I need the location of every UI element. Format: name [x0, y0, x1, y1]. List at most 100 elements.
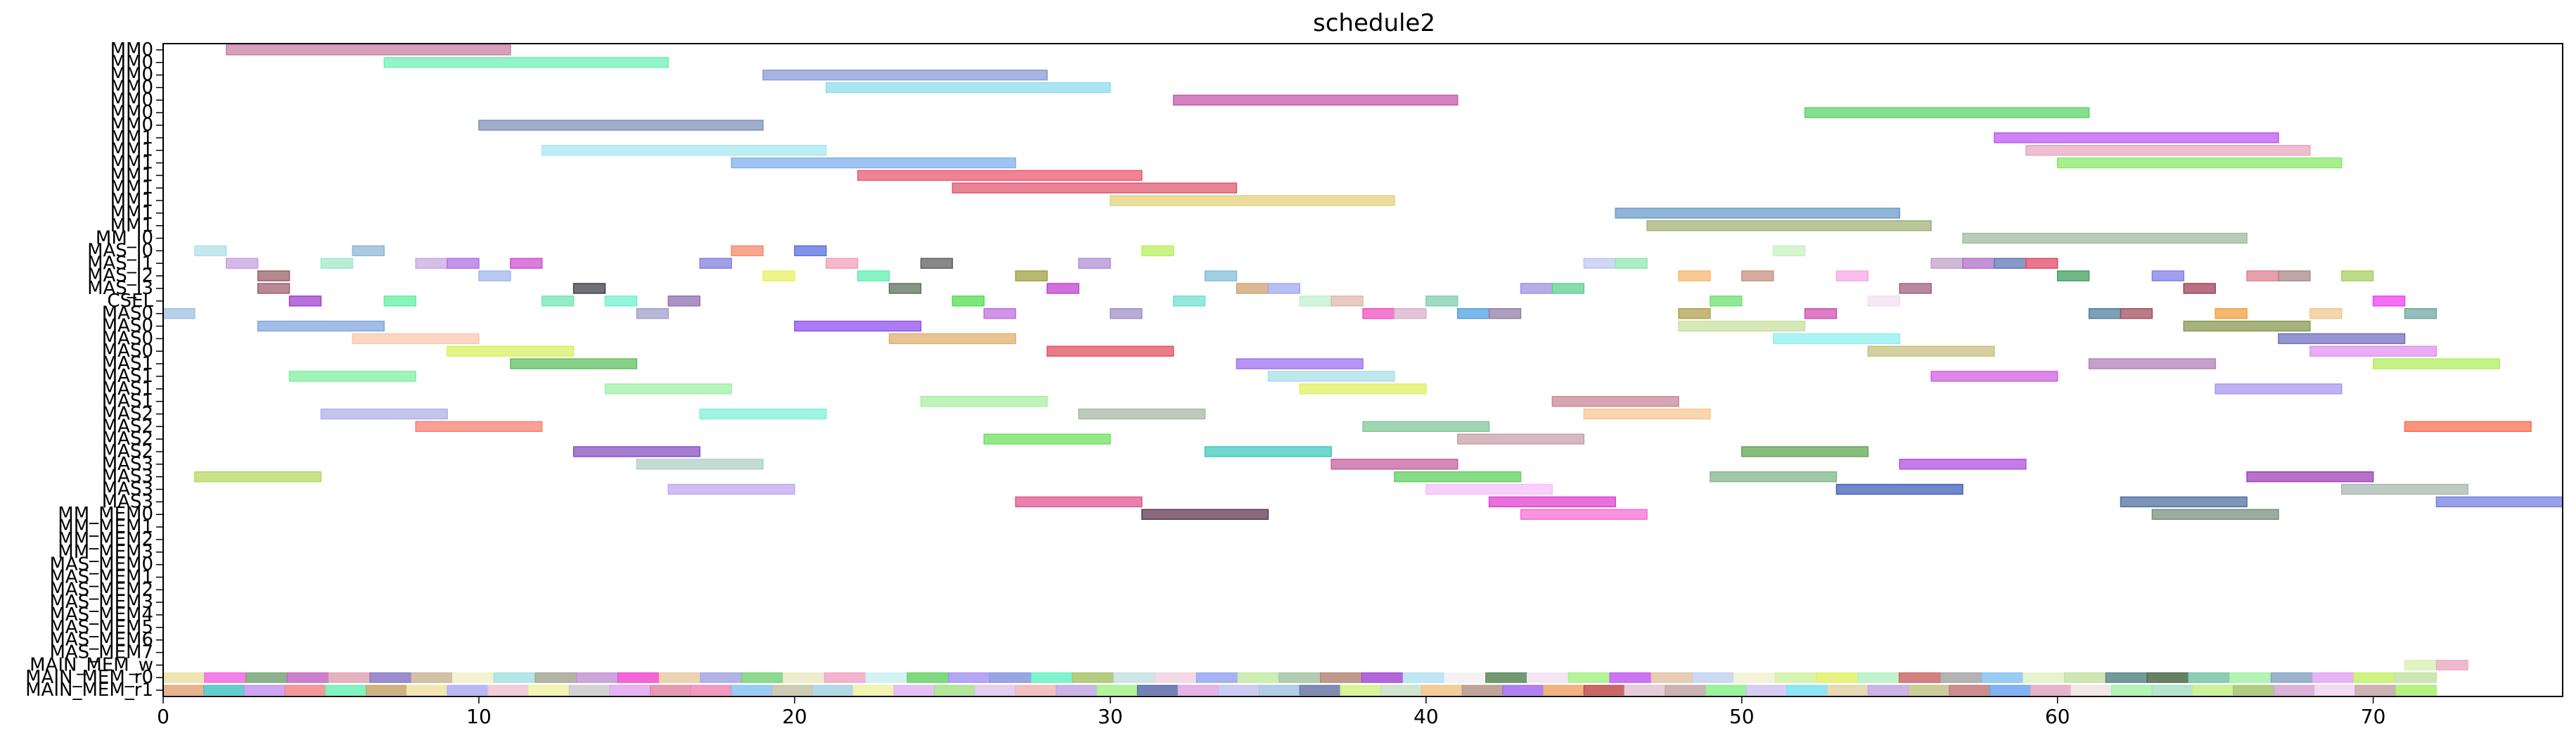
- memory-cell: [1651, 673, 1693, 682]
- task-bar: [447, 258, 479, 268]
- task-bar: [1836, 485, 1963, 495]
- task-bar: [1679, 321, 1805, 331]
- task-bar: [1205, 271, 1237, 281]
- memory-cell: [1858, 673, 1899, 682]
- task-bar: [858, 271, 890, 281]
- memory-cell: [659, 673, 700, 682]
- memory-cell: [452, 673, 494, 682]
- task-bar: [1552, 284, 1584, 293]
- memory-cell: [1705, 685, 1746, 695]
- memory-cell: [488, 685, 529, 695]
- task-bar: [1268, 371, 1395, 381]
- memory-cell: [205, 673, 246, 682]
- task-bar: [290, 371, 416, 381]
- task-bar: [1774, 333, 1900, 343]
- task-bar: [384, 296, 416, 306]
- memory-cell: [853, 685, 894, 695]
- memory-cell: [287, 673, 328, 682]
- task-bar: [826, 258, 858, 268]
- task-bar: [511, 258, 542, 268]
- memory-cell: [813, 685, 854, 695]
- memory-cell: [2396, 685, 2437, 695]
- task-bar: [1868, 346, 1994, 356]
- memory-cell: [1989, 685, 2030, 695]
- memory-cell: [1178, 685, 1219, 695]
- memory-cell: [2436, 660, 2468, 670]
- task-bar: [479, 271, 511, 281]
- memory-cell: [1544, 685, 1584, 695]
- memory-cell: [1775, 673, 1816, 682]
- task-bar: [1552, 397, 1679, 407]
- memory-cell: [577, 673, 618, 682]
- memory-cell: [1155, 673, 1197, 682]
- task-bar: [1710, 472, 1837, 482]
- memory-cell: [651, 685, 691, 695]
- task-bar: [2184, 284, 2215, 293]
- memory-cell: [1259, 685, 1300, 695]
- task-bar: [668, 296, 700, 306]
- task-bar: [1015, 271, 1047, 281]
- task-bar: [2120, 309, 2152, 319]
- task-bar: [1520, 284, 1552, 293]
- task-bar: [1142, 246, 1174, 256]
- task-bar: [2342, 271, 2373, 281]
- memory-cell: [447, 685, 488, 695]
- task-bar: [226, 45, 511, 55]
- memory-cell: [1584, 685, 1625, 695]
- task-bar: [1363, 309, 1395, 319]
- task-bar: [731, 246, 763, 256]
- memory-cell: [1982, 673, 2023, 682]
- task-bar: [1584, 409, 1710, 419]
- task-bar: [1331, 296, 1363, 306]
- task-bar: [763, 271, 795, 281]
- task-bar: [352, 333, 479, 343]
- task-bar: [2152, 271, 2184, 281]
- task-bar: [416, 421, 542, 431]
- memory-cell: [1787, 685, 1828, 695]
- task-bar: [1426, 296, 1458, 306]
- task-bar: [2247, 271, 2279, 281]
- memory-cell: [1238, 673, 1279, 682]
- task-bar: [1489, 309, 1521, 319]
- memory-cell: [1137, 685, 1178, 695]
- memory-cell: [2274, 685, 2315, 695]
- memory-cell: [2106, 673, 2147, 682]
- memory-cell: [2112, 685, 2153, 695]
- y-tick-label: MAIN_MEM_r1: [25, 680, 153, 701]
- memory-cell: [731, 685, 772, 695]
- task-bar: [668, 485, 795, 495]
- task-bar: [605, 384, 732, 394]
- task-bar: [1110, 196, 1395, 205]
- task-bar: [1615, 258, 1647, 268]
- memory-cell: [2314, 685, 2355, 695]
- task-bar: [1236, 359, 1363, 369]
- memory-cell: [1665, 685, 1706, 695]
- task-bar: [1268, 284, 1300, 293]
- memory-cell: [1196, 673, 1238, 682]
- task-bar: [1520, 509, 1647, 519]
- memory-cell: [1746, 685, 1787, 695]
- task-bar: [1963, 234, 2247, 243]
- memory-cell: [2234, 685, 2274, 695]
- memory-cell: [1527, 673, 1568, 682]
- memory-cell: [1072, 673, 1114, 682]
- task-bar: [479, 120, 763, 130]
- memory-cell: [2189, 673, 2230, 682]
- memory-cell: [742, 673, 783, 682]
- memory-cell: [1949, 685, 1990, 695]
- memory-cell: [528, 685, 569, 695]
- memory-cell: [1279, 673, 1321, 682]
- task-bar: [574, 284, 605, 293]
- task-bar: [700, 409, 826, 419]
- task-bar: [984, 434, 1110, 444]
- memory-cell: [989, 673, 1031, 682]
- memory-cell: [1940, 673, 1982, 682]
- task-bar: [226, 258, 258, 268]
- task-bar: [2247, 472, 2373, 482]
- memory-cell: [1097, 685, 1138, 695]
- task-bar: [1584, 258, 1615, 268]
- memory-cell: [2354, 673, 2395, 682]
- memory-cell: [2193, 685, 2234, 695]
- task-bar: [1458, 309, 1489, 319]
